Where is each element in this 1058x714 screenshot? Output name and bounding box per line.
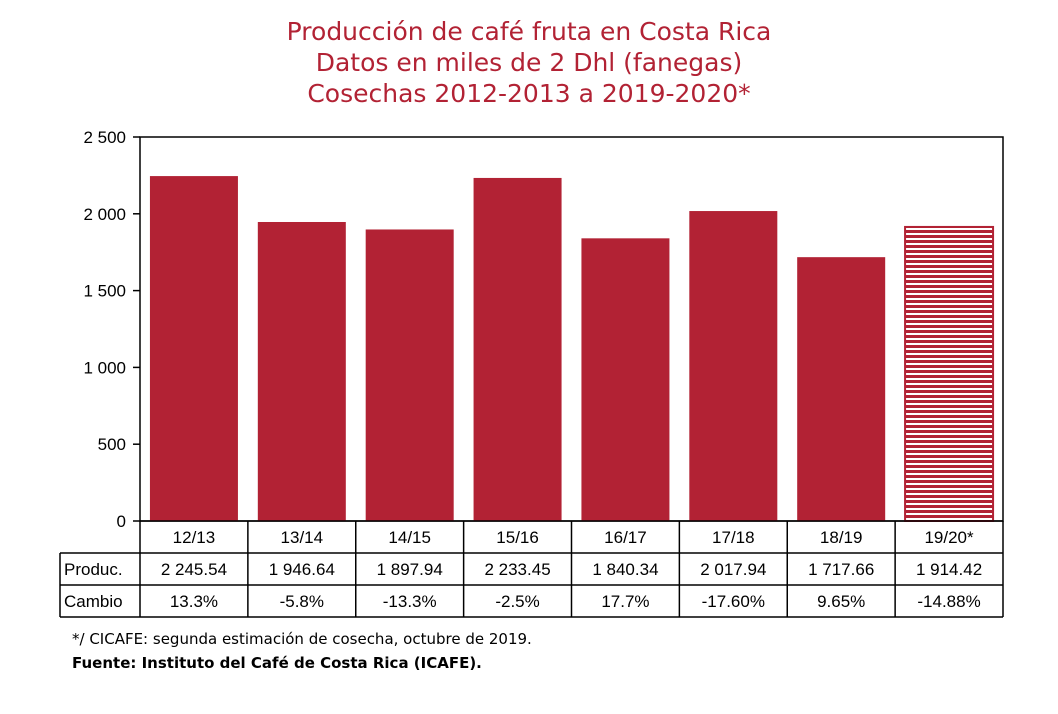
table-row-label: Cambio [64,592,123,611]
table-cell: -13.3% [383,592,437,611]
y-tick-label: 0 [117,512,126,531]
table-cell: 2 017.94 [700,560,766,579]
table-cell: -2.5% [495,592,539,611]
x-category-label: 17/18 [712,528,755,547]
table-cell: 1 717.66 [808,560,874,579]
x-category-label: 13/14 [281,528,324,547]
chart-title-line-1: Producción de café fruta en Costa Rica [286,17,772,46]
table-cell: 17.7% [601,592,649,611]
bar [473,177,562,521]
x-category-label: 19/20* [924,528,974,547]
bar [581,238,670,521]
y-tick-label: 1 000 [83,358,126,377]
table-cell: 2 233.45 [484,560,550,579]
bar [149,176,238,521]
y-tick-label: 2 500 [83,128,126,147]
table-cell: -14.88% [917,592,980,611]
x-category-label: 18/19 [820,528,863,547]
bar [257,221,346,521]
bar [365,229,454,521]
table-cell: -5.8% [280,592,324,611]
bar [904,225,995,522]
table-cell: 1 946.64 [269,560,335,579]
table-cell: 1 914.42 [916,560,982,579]
bar [689,211,778,521]
chart-title-line-3: Cosechas 2012-2013 a 2019-2020* [307,79,751,108]
table-row-label: Produc. [64,560,123,579]
footnote: */ CICAFE: segunda estimación de cosecha… [72,630,532,648]
table-cell: 13.3% [170,592,218,611]
y-tick-label: 1 500 [83,282,126,301]
x-category-label: 14/15 [388,528,431,547]
table-cell: -17.60% [702,592,765,611]
table-cell: 1 897.94 [377,560,443,579]
table-cell: 1 840.34 [592,560,658,579]
x-category-label: 15/16 [496,528,539,547]
x-category-label: 16/17 [604,528,647,547]
table-cell: 9.65% [817,592,865,611]
y-tick-label: 2 000 [83,205,126,224]
x-category-label: 12/13 [173,528,216,547]
source-note: Fuente: Instituto del Café de Costa Rica… [72,654,482,672]
table-cell: 2 245.54 [161,560,227,579]
bar [797,257,886,521]
y-tick-label: 500 [98,435,126,454]
chart-title-line-2: Datos en miles de 2 Dhl (fanegas) [315,48,743,77]
